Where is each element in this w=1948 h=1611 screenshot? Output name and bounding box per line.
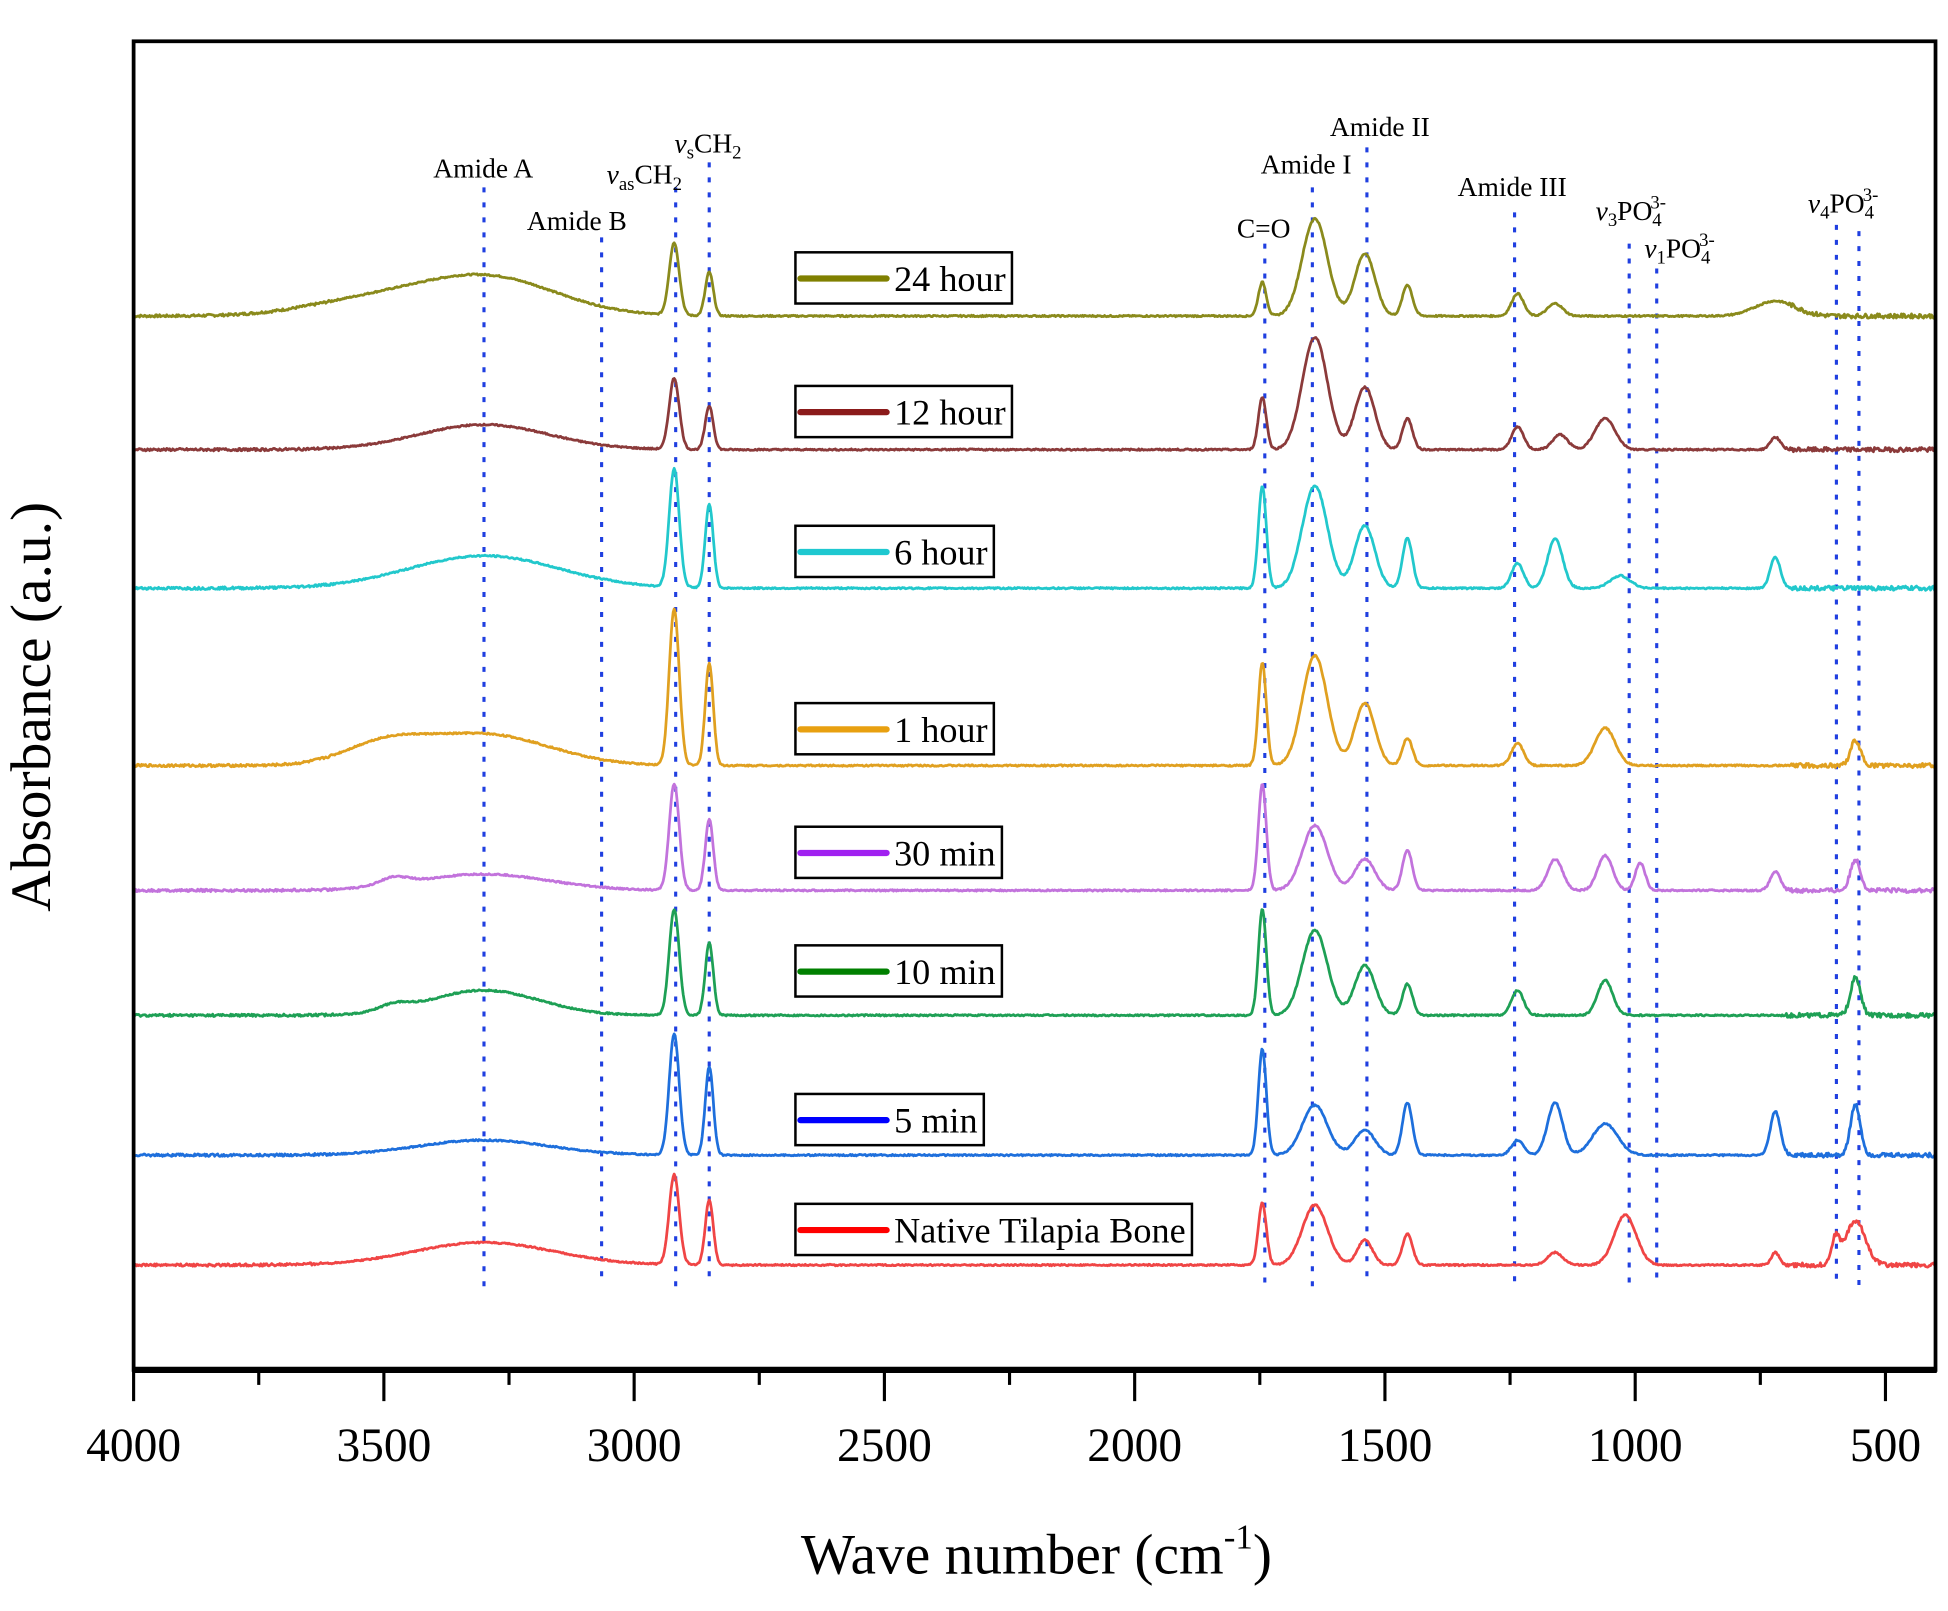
annotation-label: Amide I <box>1261 150 1352 180</box>
annotation-label: v3PO43- <box>1596 193 1666 231</box>
annotation-label: Amide A <box>433 153 533 183</box>
legend-item: 10 min <box>794 944 1004 998</box>
legend-label: 1 hour <box>894 710 988 750</box>
annotation-label-part: CH <box>634 160 672 190</box>
annotation-label: v1PO43- <box>1644 230 1714 268</box>
annotation-label-part: s <box>687 143 694 164</box>
y-axis-title: Absorbance (a.u.) <box>0 502 63 912</box>
annotation-label: Amide II <box>1330 112 1430 142</box>
x-axis-title: Wave number (cm-1) <box>801 1517 1272 1586</box>
legend-box <box>794 1202 1194 1257</box>
series-line-2 <box>132 466 1937 592</box>
annotation-lines <box>482 147 1861 1287</box>
annotation-label-part: v <box>607 160 620 190</box>
legend-label: 10 min <box>894 952 996 992</box>
legend-item: 30 min <box>794 825 1004 880</box>
x-tick-label: 3000 <box>587 1420 682 1472</box>
annotation-label-part: v <box>675 128 688 158</box>
x-axis-title-close: ) <box>1253 1523 1272 1586</box>
annotation-label: vasCH2 <box>607 160 682 195</box>
annotation-label-part: PO <box>1666 233 1701 263</box>
annotation-label-part: Amide A <box>433 153 533 183</box>
legend: 24 hour 12 hour 6 hour 1 hour 30 min 10 min 5 … <box>794 251 1194 1257</box>
axes: 4000 3500 3000 2500 2000 1500 1000 500 <box>86 39 1938 1472</box>
annotation-label-part: 4 <box>1701 248 1711 269</box>
annotation-label-part: as <box>619 174 635 195</box>
annotation-label-part: 3- <box>1863 185 1879 206</box>
series-line-6 <box>132 1032 1937 1159</box>
annotation-label: Amide III <box>1458 172 1567 202</box>
series-line-1 <box>133 336 1937 454</box>
annotation-label-part: Amide B <box>527 206 627 236</box>
x-tick-label: 500 <box>1850 1420 1921 1472</box>
annotation-label-part: 3- <box>1650 193 1666 214</box>
annotation-label-part: 2 <box>673 174 682 195</box>
series-line-0 <box>133 216 1937 320</box>
legend-item: 1 hour <box>794 701 996 756</box>
legend-item: 12 hour <box>794 384 1014 439</box>
legend-label: 30 min <box>894 833 996 873</box>
series-group <box>132 216 1937 1269</box>
series-line-3 <box>133 607 1937 770</box>
annotation-label-part: C=O <box>1237 213 1291 243</box>
annotation-label-part: Amide I <box>1261 150 1352 180</box>
annotation-label: Amide B <box>527 206 627 236</box>
x-axis-title-sup: -1 <box>1224 1517 1253 1556</box>
annotation-label-part: CH <box>694 128 732 158</box>
x-tick-label: 1000 <box>1588 1420 1683 1472</box>
annotation-label-part: v <box>1808 188 1821 218</box>
x-axis-title-main: Wave number (cm <box>801 1523 1224 1586</box>
annotation-label-part: 3 <box>1608 210 1617 231</box>
annotation-label-part: 4 <box>1652 210 1662 231</box>
x-tick-label: 2000 <box>1087 1420 1182 1472</box>
annotation-label-part: 4 <box>1820 203 1830 224</box>
annotation-label: v4PO43- <box>1808 185 1878 223</box>
x-tick-label: 3500 <box>336 1420 431 1472</box>
legend-item: 5 min <box>794 1092 986 1147</box>
annotation-label-part: v <box>1644 233 1657 263</box>
annotation-label-part: 3- <box>1699 230 1715 251</box>
series-line-4 <box>133 782 1936 894</box>
annotation-label: C=O <box>1237 213 1291 243</box>
annotation-label-part: PO <box>1829 188 1864 218</box>
series-line-5 <box>133 908 1937 1019</box>
annotation-label-part: 1 <box>1657 248 1666 269</box>
legend-label: Native Tilapia Bone <box>894 1211 1186 1251</box>
annotation-label-part: PO <box>1617 196 1652 226</box>
annotation-label-part: v <box>1596 196 1609 226</box>
legend-label: 5 min <box>894 1101 977 1141</box>
annotation-label-part: Amide III <box>1458 172 1567 202</box>
annotation-label-part: Amide II <box>1330 112 1430 142</box>
x-tick-label: 2500 <box>837 1420 932 1472</box>
legend-label: 6 hour <box>894 532 988 572</box>
annotation-label-part: 2 <box>732 143 741 164</box>
legend-label: 24 hour <box>894 259 1006 299</box>
annotation-label-part: 4 <box>1865 203 1875 224</box>
x-tick-label: 4000 <box>86 1420 181 1472</box>
legend-item: 24 hour <box>794 251 1014 305</box>
legend-item: Native Tilapia Bone <box>794 1202 1194 1257</box>
annotation-label: vsCH2 <box>675 128 742 163</box>
legend-item: 6 hour <box>794 524 996 579</box>
series-line-7 <box>132 1172 1937 1269</box>
x-tick-label: 1500 <box>1337 1420 1432 1472</box>
legend-label: 12 hour <box>894 393 1006 433</box>
